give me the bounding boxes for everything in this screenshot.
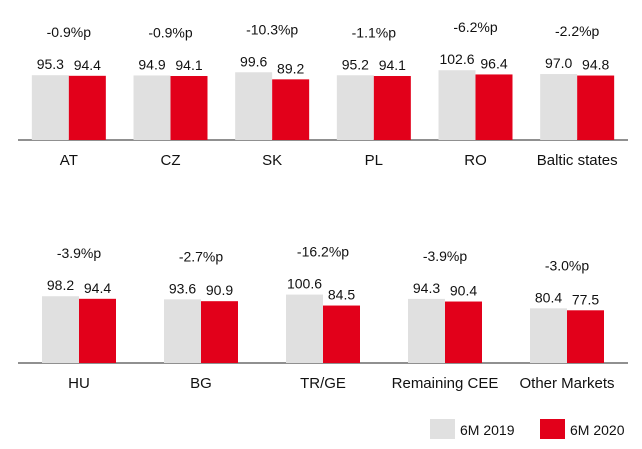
bar-group-ro: 102.6 96.4 -6.2%p RO bbox=[438, 19, 513, 169]
data-label: 90.9 bbox=[206, 282, 233, 298]
data-label: 89.2 bbox=[277, 60, 304, 76]
data-label: 102.6 bbox=[439, 51, 474, 67]
category-label: Baltic states bbox=[537, 152, 618, 169]
bar-6m-2019 bbox=[336, 75, 374, 140]
change-label: -10.3%p bbox=[246, 21, 298, 37]
category-label: CZ bbox=[161, 152, 181, 169]
data-label: 97.0 bbox=[545, 55, 572, 71]
data-label: 94.4 bbox=[74, 57, 101, 73]
data-label: 94.9 bbox=[138, 56, 165, 72]
bar-group-remaining-cee: 94.3 90.4 -3.9%p Remaining CEE bbox=[392, 248, 499, 392]
change-label: -3.0%p bbox=[545, 257, 590, 273]
change-label: -3.9%p bbox=[57, 245, 102, 261]
category-label: Other Markets bbox=[519, 375, 614, 392]
legend-label-2019: 6M 2019 bbox=[460, 422, 515, 438]
change-label: -3.9%p bbox=[423, 248, 468, 264]
legend-label-2020: 6M 2020 bbox=[570, 422, 625, 438]
bar-group-bg: 93.6 90.9 -2.7%p BG bbox=[164, 248, 238, 392]
bar-6m-2020 bbox=[201, 301, 238, 363]
bar-group-pl: 95.2 94.1 -1.1%p PL bbox=[336, 24, 411, 169]
legend-swatch-2019 bbox=[430, 419, 455, 439]
bar-6m-2019 bbox=[31, 75, 69, 140]
bar-group-tr-ge: 100.6 84.5 -16.2%p TR/GE bbox=[286, 244, 360, 392]
data-label: 95.2 bbox=[342, 56, 369, 72]
bar-group-baltic-states: 97.0 94.8 -2.2%p Baltic states bbox=[537, 23, 618, 169]
bar-6m-2020 bbox=[567, 310, 604, 363]
change-label: -0.9%p bbox=[47, 24, 92, 40]
data-label: 80.4 bbox=[535, 289, 562, 305]
data-label: 94.8 bbox=[582, 57, 609, 73]
bar-6m-2019 bbox=[438, 70, 476, 140]
data-label: 77.5 bbox=[572, 291, 599, 307]
data-label: 94.4 bbox=[84, 280, 111, 296]
chart-row-2: 98.2 94.4 -3.9%p HU 93.6 90.9 -2.7%p BG 100.6 84.… bbox=[18, 244, 628, 392]
bar-6m-2019 bbox=[530, 308, 567, 363]
bar-6m-2019 bbox=[235, 72, 273, 140]
data-label: 94.1 bbox=[175, 57, 202, 73]
data-label: 90.4 bbox=[450, 283, 477, 299]
change-label: -1.1%p bbox=[352, 24, 397, 40]
bar-6m-2019 bbox=[164, 299, 201, 363]
bar-6m-2019 bbox=[42, 296, 79, 363]
category-label: SK bbox=[262, 152, 282, 169]
data-label: 98.2 bbox=[47, 277, 74, 293]
category-label: BG bbox=[190, 375, 212, 392]
bar-6m-2020 bbox=[577, 75, 615, 140]
data-label: 96.4 bbox=[480, 55, 507, 71]
data-label: 100.6 bbox=[287, 276, 322, 292]
data-label: 94.3 bbox=[413, 280, 440, 296]
bar-6m-2020 bbox=[79, 298, 116, 363]
bar-6m-2020 bbox=[475, 74, 513, 140]
category-label: PL bbox=[365, 152, 383, 169]
bar-6m-2019 bbox=[408, 298, 445, 363]
category-label: RO bbox=[464, 152, 487, 169]
change-label: -16.2%p bbox=[297, 244, 349, 260]
category-label: Remaining CEE bbox=[392, 375, 499, 392]
chart-rows: 95.3 94.4 -0.9%p AT 94.9 94.1 -0.9%p CZ 99.6 89.2… bbox=[18, 19, 628, 392]
data-label: 95.3 bbox=[37, 56, 64, 72]
bar-group-other-markets: 80.4 77.5 -3.0%p Other Markets bbox=[519, 257, 614, 392]
change-label: -2.7%p bbox=[179, 248, 224, 264]
change-label: -2.2%p bbox=[555, 23, 600, 39]
category-label: HU bbox=[68, 375, 90, 392]
change-label: -0.9%p bbox=[148, 24, 193, 40]
chart-row-1: 95.3 94.4 -0.9%p AT 94.9 94.1 -0.9%p CZ 99.6 89.2… bbox=[18, 19, 628, 169]
data-label: 99.6 bbox=[240, 53, 267, 69]
data-label: 94.1 bbox=[379, 57, 406, 73]
change-label: -6.2%p bbox=[453, 19, 498, 35]
bar-6m-2020 bbox=[170, 76, 208, 140]
bar-group-cz: 94.9 94.1 -0.9%p CZ bbox=[133, 24, 208, 169]
category-label: TR/GE bbox=[300, 375, 346, 392]
legend-swatch-2020 bbox=[540, 419, 565, 439]
data-label: 84.5 bbox=[328, 287, 355, 303]
bar-6m-2019 bbox=[540, 74, 578, 140]
bar-group-sk: 99.6 89.2 -10.3%p SK bbox=[235, 21, 310, 169]
bar-6m-2020 bbox=[373, 76, 411, 140]
data-label: 93.6 bbox=[169, 280, 196, 296]
bar-6m-2019 bbox=[133, 75, 171, 140]
category-label: AT bbox=[60, 152, 78, 169]
legend: 6M 2019 6M 2020 bbox=[430, 419, 625, 439]
bar-6m-2020 bbox=[68, 75, 106, 140]
bar-group-hu: 98.2 94.4 -3.9%p HU bbox=[42, 245, 116, 392]
bar-6m-2020 bbox=[323, 305, 360, 363]
bar-6m-2019 bbox=[286, 294, 323, 363]
bar-group-at: 95.3 94.4 -0.9%p AT bbox=[31, 24, 106, 169]
bar-6m-2020 bbox=[272, 79, 310, 140]
bar-6m-2020 bbox=[445, 301, 482, 363]
